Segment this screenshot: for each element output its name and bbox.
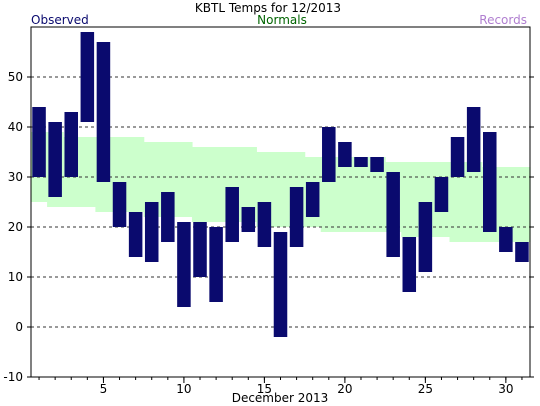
observed-bar-day-8 <box>144 202 159 262</box>
normal-range-day-4 <box>79 137 96 207</box>
observed-bar-day-2 <box>48 122 62 197</box>
y-tick-label-20: 20 <box>8 220 23 234</box>
x-tick-label-5: 5 <box>100 382 108 396</box>
observed-bar-day-3 <box>64 112 79 177</box>
observed-bar-day-7 <box>128 212 143 257</box>
observed-bar-day-14 <box>241 207 256 232</box>
observed-bar-day-4 <box>80 32 95 122</box>
observed-bar-day-5 <box>96 42 111 182</box>
observed-bar-day-1 <box>32 107 46 177</box>
normal-range-day-7 <box>127 137 145 212</box>
observed-bar-day-26 <box>434 177 449 212</box>
normal-range-day-22 <box>369 157 386 232</box>
observed-bar-day-19 <box>322 127 336 182</box>
plot-border <box>30 26 531 378</box>
observed-bar-day-20 <box>338 142 352 167</box>
legend-normals: Normals <box>257 13 307 27</box>
y-axis: -10 0 10 20 30 40 50 <box>3 70 534 384</box>
x-tick-label-20: 20 <box>337 382 352 396</box>
observed-bar-day-6 <box>112 182 127 227</box>
observed-bar-day-13 <box>225 187 239 242</box>
observed-bar-day-27 <box>450 137 465 177</box>
observed-bar-day-17 <box>289 187 304 247</box>
observed-bar-day-25 <box>418 202 433 272</box>
y-tick-label-10: 10 <box>8 270 23 284</box>
observed-bar-day-9 <box>161 192 175 242</box>
observed-bar-day-10 <box>177 222 191 307</box>
observed-bar-day-23 <box>386 172 400 257</box>
normal-range-day-14 <box>240 147 257 222</box>
observed-bar-day-29 <box>482 132 497 232</box>
normal-range-day-30 <box>497 167 515 242</box>
normal-range-day-16 <box>272 152 290 227</box>
x-tick-label-30: 30 <box>498 382 513 396</box>
observed-bar-day-28 <box>466 107 481 172</box>
observed-bar-day-24 <box>402 237 417 292</box>
chart-title: KBTL Temps for 12/2013 <box>195 1 341 15</box>
legend-records: Records <box>479 13 527 27</box>
x-axis-label: December 2013 <box>232 391 329 405</box>
observed-bar-day-22 <box>370 157 384 172</box>
legend-observed: Observed <box>31 13 89 27</box>
normal-range-day-10 <box>175 142 193 217</box>
y-tick-label--10: -10 <box>3 370 23 384</box>
normal-range-day-24 <box>401 162 418 237</box>
x-tick-label-15: 15 <box>257 382 272 396</box>
y-tick-label-0: 0 <box>15 320 23 334</box>
observed-bar-day-11 <box>193 222 207 277</box>
observed-bar-day-21 <box>354 157 368 167</box>
observed-bar-day-15 <box>257 202 272 247</box>
y-tick-label-50: 50 <box>8 70 23 84</box>
x-tick-label-25: 25 <box>418 382 433 396</box>
normal-range-day-20 <box>336 157 354 232</box>
observed-bar-day-16 <box>273 232 288 337</box>
observed-bar-day-18 <box>305 182 320 217</box>
x-tick-label-10: 10 <box>176 382 191 396</box>
normal-range-day-11 <box>191 147 209 222</box>
normal-range-day-8 <box>143 142 161 217</box>
normal-range-day-27 <box>449 162 467 242</box>
observed-bar-day-30 <box>499 227 513 252</box>
y-tick-label-40: 40 <box>8 120 23 134</box>
observed-bars <box>32 32 529 337</box>
normal-range-day-21 <box>352 157 370 232</box>
normal-range-day-28 <box>465 162 483 242</box>
normal-range-day-31 <box>513 167 531 242</box>
normal-range-day-12 <box>208 147 225 222</box>
observed-bar-day-31 <box>515 242 529 262</box>
y-tick-label-30: 30 <box>8 170 23 184</box>
observed-bar-day-12 <box>209 227 223 302</box>
